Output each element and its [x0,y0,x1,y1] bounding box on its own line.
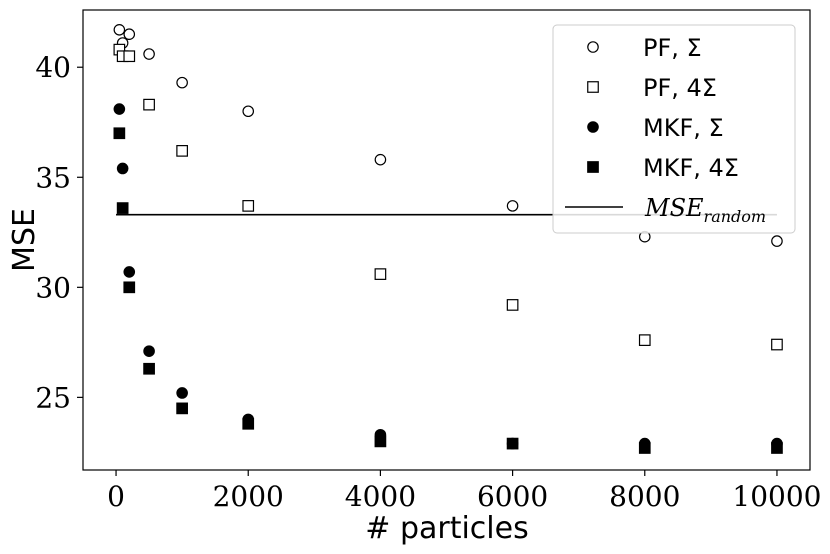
data-point-circle-filled [113,103,126,115]
legend-entry: MSErandom [565,194,766,226]
data-point-square-filled [242,417,255,430]
data-point-square-filled [771,442,783,454]
x-axis-label: # particles [365,511,528,546]
y-tick-label: 35 [35,161,71,194]
x-tick-label: 2000 [213,480,284,513]
data-point-circle-filled [143,345,155,357]
x-tick-label: 6000 [477,480,548,513]
data-point-square-open [771,338,783,351]
legend-entry: PF, 4Σ [587,74,717,102]
legend: PF, Σ PF, 4Σ MKF, Σ MKF, 4Σ MSErandom [552,24,796,234]
legend-entry: PF, Σ [587,34,702,62]
data-point-square-filled [143,362,155,375]
legend-box [552,24,796,234]
data-point-circle-open [242,105,255,118]
data-point-square-open [123,50,136,63]
x-tick-label: 10000 [732,480,821,513]
data-point-circle-filled [116,162,129,175]
data-point-circle-open [506,200,519,212]
data-point-square-filled [123,281,136,294]
x-tick-label: 4000 [345,480,416,513]
data-point-circle-open [143,48,155,60]
data-point-square-open [176,145,188,157]
legend-marker-square-filled [587,161,599,173]
legend-marker-circle-open [587,41,599,53]
y-tick-label: 30 [35,271,71,304]
data-point-circle-open [771,235,783,247]
y-tick-label: 25 [35,381,71,414]
y-tick-label: 40 [35,51,71,84]
axes: 0 2000 4000 6000 8000 10000 25 30 35 40 [35,9,821,513]
y-axis-label: MSE [7,208,42,272]
data-point-square-filled [638,442,651,454]
legend-marker-square-open [587,81,599,93]
data-point-square-filled [113,127,126,140]
data-point-circle-open [374,153,387,166]
data-point-square-filled [176,402,188,415]
series-4 [113,127,783,454]
data-point-square-open [242,200,255,212]
data-point-square-filled [374,435,387,448]
legend-label: MKF, Σ [643,114,724,142]
data-point-square-open [143,98,155,111]
legend-entry: MKF, Σ [587,114,724,142]
data-point-circle-open [123,28,136,41]
legend-label-mse-random: MSErandom [644,194,766,226]
data-point-circle-open [176,76,188,89]
legend-label: MKF, 4Σ [643,154,739,182]
data-point-square-filled [116,202,129,214]
data-point-circle-filled [123,266,136,278]
data-marks [113,24,783,454]
legend-label: PF, 4Σ [643,74,717,102]
legend-marker-circle-filled [587,121,599,133]
data-point-square-open [638,334,651,346]
legend-label: PF, Σ [643,34,702,62]
data-point-square-open [506,299,519,311]
x-tick-label: 8000 [609,480,680,513]
data-point-square-open [374,268,387,280]
data-point-circle-filled [176,387,188,399]
series-1 [113,24,783,247]
axes-frame [82,9,811,471]
legend-entry: MKF, 4Σ [587,154,739,182]
data-point-square-filled [506,437,519,450]
data-point-circle-open [113,24,126,36]
x-tick-label: 0 [107,480,125,513]
series-2 [113,43,783,351]
